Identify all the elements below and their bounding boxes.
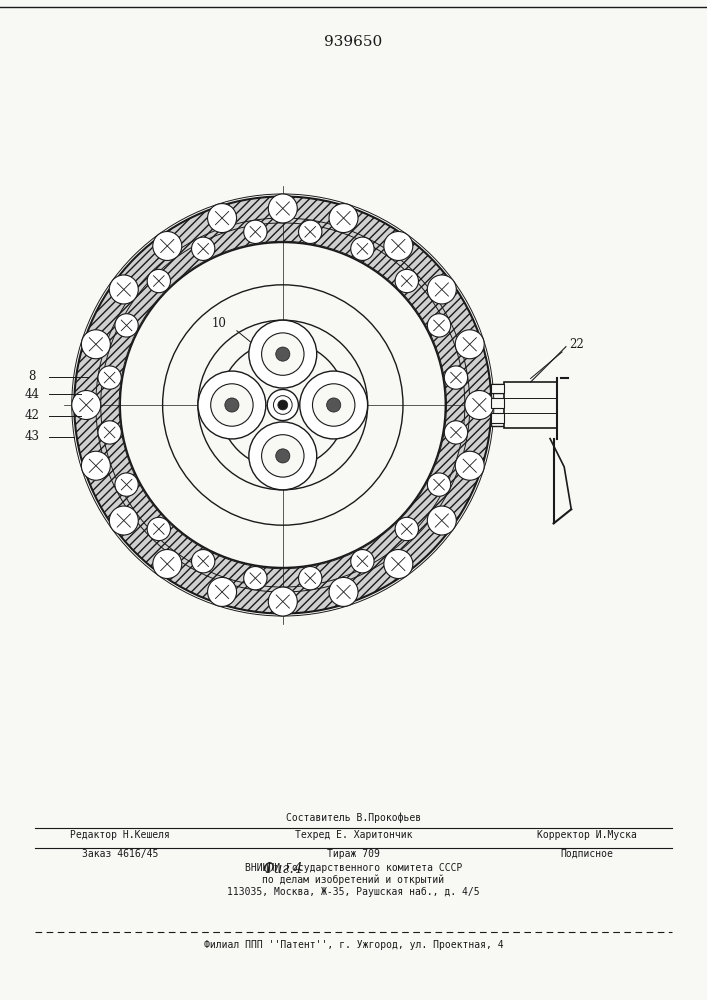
Circle shape [153,550,182,579]
Bar [491,398,504,408]
Text: 939650: 939650 [325,35,382,49]
Text: Заказ 4616/45: Заказ 4616/45 [82,849,158,859]
Circle shape [351,550,374,573]
Circle shape [81,451,110,480]
Text: Техред Е. Харитончик: Техред Е. Харитончик [295,830,412,840]
Circle shape [276,449,290,463]
Circle shape [147,517,170,541]
Bar [504,382,557,428]
Bar [491,413,504,423]
Circle shape [198,371,266,439]
Text: 22: 22 [569,338,583,351]
Text: 113035, Москва, Ж-35, Раушская наб., д. 4/5: 113035, Москва, Ж-35, Раушская наб., д. … [227,887,480,897]
Circle shape [192,237,215,260]
Text: Подписное: Подписное [561,849,613,859]
Text: ВНИИПИ Государственного комитета СССР: ВНИИПИ Государственного комитета СССР [245,863,462,873]
Circle shape [192,550,215,573]
Text: 44: 44 [24,388,40,401]
Circle shape [225,398,239,412]
Text: 43: 43 [24,430,40,443]
Bar [491,418,506,426]
Circle shape [274,396,292,414]
Circle shape [312,384,355,426]
Circle shape [249,422,317,490]
Circle shape [427,473,450,496]
Circle shape [153,231,182,260]
Circle shape [395,269,419,293]
Text: по делам изобретений и открытий: по делам изобретений и открытий [262,875,445,885]
Text: Фиг.4: Фиг.4 [262,862,303,876]
Circle shape [300,371,368,439]
Circle shape [211,384,253,426]
Text: 42: 42 [24,409,40,422]
Circle shape [327,398,341,412]
Circle shape [262,333,304,375]
Circle shape [147,269,170,293]
Circle shape [208,577,237,606]
Circle shape [115,314,139,337]
Text: Корректор И.Муска: Корректор И.Муска [537,830,637,840]
Circle shape [427,314,450,337]
Circle shape [384,231,413,260]
Circle shape [329,577,358,606]
Circle shape [110,506,139,535]
Circle shape [384,550,413,579]
Circle shape [351,237,374,260]
Circle shape [110,275,139,304]
Circle shape [276,347,290,361]
Circle shape [465,391,493,419]
Circle shape [208,204,237,233]
Bar [491,384,506,393]
Circle shape [81,330,110,359]
Text: Филиал ППП ''Патент'', г. Ужгород, ул. Проектная, 4: Филиал ППП ''Патент'', г. Ужгород, ул. П… [204,940,503,950]
Circle shape [115,473,139,496]
Circle shape [269,194,297,223]
Circle shape [298,567,322,590]
Circle shape [278,400,288,410]
Text: Составитель В.Прокофьев: Составитель В.Прокофьев [286,813,421,823]
Circle shape [98,366,122,389]
Bar [491,384,504,393]
Text: 18: 18 [230,416,244,429]
Circle shape [455,451,484,480]
Circle shape [262,435,304,477]
Circle shape [395,517,419,541]
Circle shape [267,389,298,421]
Circle shape [71,391,100,419]
Circle shape [120,242,445,568]
Circle shape [244,567,267,590]
Circle shape [298,220,322,243]
Text: Редактор Н.Кешеля: Редактор Н.Кешеля [70,830,170,840]
Text: 8: 8 [28,370,35,383]
Circle shape [427,506,456,535]
Text: 17: 17 [229,402,245,415]
Circle shape [427,275,456,304]
Circle shape [98,421,122,444]
Circle shape [74,196,491,614]
Circle shape [444,421,467,444]
Circle shape [244,220,267,243]
Circle shape [455,330,484,359]
Circle shape [249,320,317,388]
Circle shape [329,204,358,233]
Text: Тираж 709: Тираж 709 [327,849,380,859]
Circle shape [269,587,297,616]
Text: 10: 10 [211,317,227,330]
Circle shape [444,366,467,389]
